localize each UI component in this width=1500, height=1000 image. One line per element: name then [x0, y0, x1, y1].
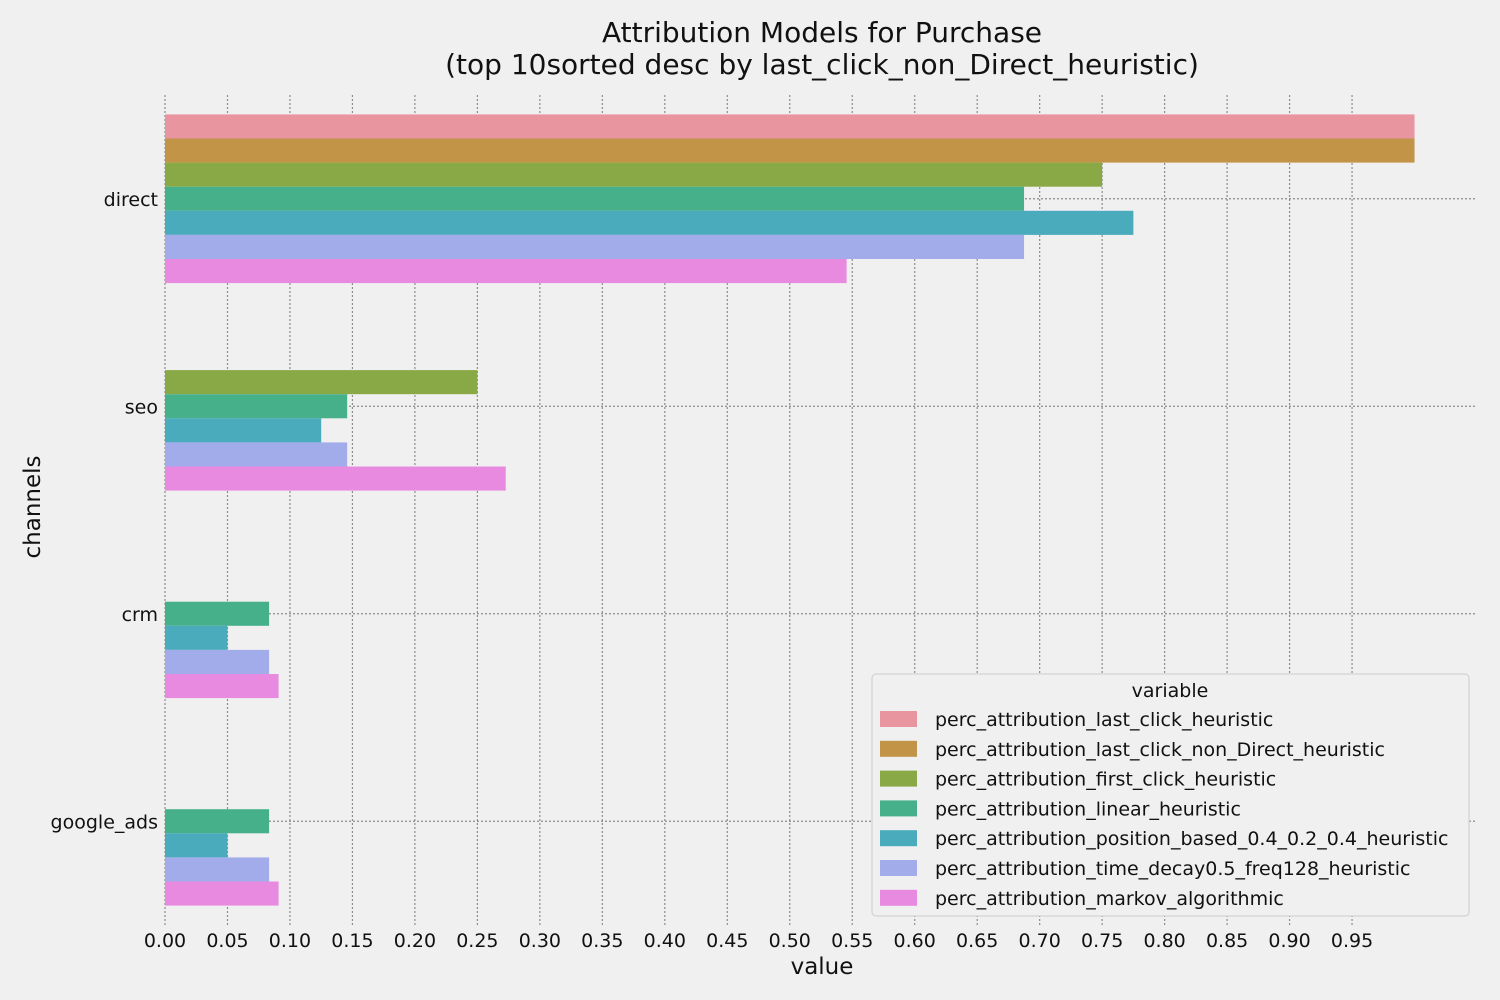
y-axis-ticks: direct seo crm google_ads — [51, 189, 158, 834]
bar-crm-5 — [165, 649, 270, 674]
chart-title: Attribution Models for Purchase (top 10s… — [445, 16, 1199, 81]
bar-crm-3 — [165, 601, 270, 626]
x-tick-label: 0.05 — [206, 930, 248, 952]
bar-google_ads-4 — [165, 833, 228, 858]
bar-crm-6 — [165, 674, 279, 699]
legend-label: perc_attribution_time_decay0.5_freq128_h… — [935, 858, 1410, 880]
bars-layer — [165, 114, 1415, 906]
bar-seo-2 — [165, 370, 478, 395]
x-tick-label: 0.70 — [1019, 930, 1061, 952]
bar-google_ads-3 — [165, 809, 270, 834]
legend-swatch — [880, 830, 917, 847]
x-tick-label: 0.30 — [519, 930, 561, 952]
x-tick-label: 0.90 — [1268, 930, 1310, 952]
bar-direct-1 — [165, 138, 1415, 163]
x-tick-label: 0.25 — [456, 930, 498, 952]
legend: variable perc_attribution_last_click_heu… — [871, 673, 1470, 917]
bar-seo-4 — [165, 418, 322, 443]
legend-label: perc_attribution_first_click_heuristic — [935, 769, 1276, 791]
x-tick-label: 0.65 — [956, 930, 998, 952]
bar-direct-6 — [165, 259, 847, 284]
x-tick-label: 0.15 — [331, 930, 373, 952]
legend-swatch — [880, 770, 917, 787]
y-tick-label-crm: crm — [122, 604, 158, 626]
bar-direct-5 — [165, 234, 1025, 259]
bar-direct-0 — [165, 114, 1415, 139]
x-tick-label: 0.85 — [1206, 930, 1248, 952]
bar-seo-6 — [165, 466, 506, 491]
bar-crm-4 — [165, 625, 228, 650]
legend-label: perc_attribution_markov_algorithmic — [935, 888, 1284, 910]
legend-swatch — [880, 860, 917, 876]
bar-seo-3 — [165, 394, 348, 419]
x-tick-label: 0.45 — [706, 930, 748, 952]
legend-items: perc_attribution_last_click_heuristicper… — [880, 709, 1448, 910]
x-tick-label: 0.10 — [269, 930, 311, 952]
y-tick-label-direct: direct — [104, 189, 158, 211]
x-tick-label: 0.75 — [1081, 930, 1123, 952]
bar-direct-3 — [165, 186, 1025, 211]
bar-direct-4 — [165, 210, 1134, 235]
legend-swatch — [880, 889, 917, 906]
x-tick-label: 0.40 — [644, 930, 686, 952]
chart-title-line-1: Attribution Models for Purchase — [602, 16, 1042, 49]
y-axis-label: channels — [20, 456, 46, 559]
bar-direct-2 — [165, 162, 1103, 187]
legend-box — [871, 673, 1470, 917]
bar-google_ads-5 — [165, 857, 270, 882]
legend-label: perc_attribution_last_click_heuristic — [935, 709, 1273, 731]
x-tick-label: 0.00 — [144, 930, 186, 952]
legend-swatch — [880, 740, 917, 757]
legend-title: variable — [1132, 680, 1209, 702]
x-tick-label: 0.20 — [394, 930, 436, 952]
legend-label: perc_attribution_linear_heuristic — [935, 798, 1241, 820]
y-tick-label-seo: seo — [125, 396, 158, 418]
bar-seo-5 — [165, 442, 348, 467]
x-axis-ticks: 0.00 0.05 0.10 0.15 0.20 0.25 0.30 0.35 0.40 0.45… — [144, 930, 1373, 952]
bar-google_ads-6 — [165, 881, 279, 906]
legend-label: perc_attribution_position_based_0.4_0.2_… — [935, 828, 1448, 850]
x-tick-label: 0.50 — [769, 930, 811, 952]
legend-label: perc_attribution_last_click_non_Direct_h… — [935, 739, 1385, 761]
y-tick-label-google_ads: google_ads — [51, 811, 158, 833]
legend-swatch — [880, 800, 917, 817]
x-axis-label: value — [791, 954, 854, 980]
x-tick-label: 0.80 — [1143, 930, 1185, 952]
chart-title-line-2: (top 10sorted desc by last_click_non_Dir… — [445, 48, 1199, 81]
x-tick-label: 0.60 — [894, 930, 936, 952]
x-tick-label: 0.35 — [581, 930, 623, 952]
legend-swatch — [880, 711, 917, 727]
x-tick-label: 0.95 — [1331, 930, 1373, 952]
x-tick-label: 0.55 — [831, 930, 873, 952]
